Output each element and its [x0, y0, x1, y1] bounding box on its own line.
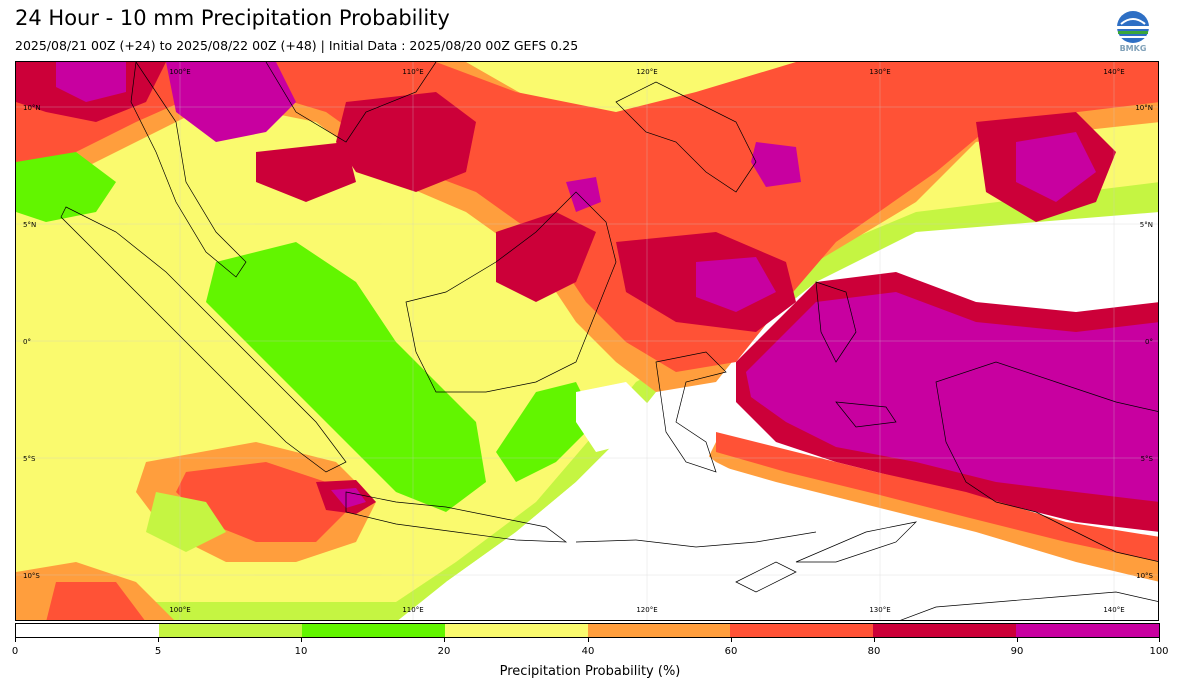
- colorbar-segment: [16, 624, 159, 637]
- lon-label: 110°E: [402, 606, 423, 614]
- lon-label: 130°E: [869, 606, 890, 614]
- colorbar-tick: [588, 638, 589, 642]
- longitude-labels-top: 100°E 110°E 120°E 130°E 140°E: [169, 68, 1124, 76]
- colorbar-segment: [444, 624, 588, 637]
- colorbar-tick: [874, 638, 875, 642]
- colorbar-tick-label: 100: [1149, 646, 1169, 657]
- colorbar-tick-label: 5: [154, 646, 162, 657]
- colorbar-tick: [1017, 638, 1018, 642]
- lat-label: 5°N: [23, 221, 36, 229]
- lon-label: 130°E: [869, 68, 890, 76]
- colorbar-label: Precipitation Probability (%): [499, 664, 681, 679]
- colorbar-segment: [730, 624, 874, 637]
- bmkg-logo-icon: [1117, 11, 1149, 43]
- lon-label: 100°E: [169, 68, 190, 76]
- latitude-labels-right: 10°N 5°N 0° 5°S 10°S: [1135, 104, 1153, 580]
- lon-label: 120°E: [636, 606, 657, 614]
- colorbar-segment: [1016, 624, 1159, 637]
- lat-label: 0°: [23, 338, 31, 346]
- colorbar-tick: [158, 638, 159, 642]
- colorbar-segment: [301, 624, 445, 637]
- colorbar-tick: [444, 638, 445, 642]
- colorbar-segment: [873, 624, 1017, 637]
- lat-label: 5°S: [1141, 455, 1154, 463]
- colorbar-tick-label: 20: [437, 646, 451, 657]
- precipitation-map: 100°E 110°E 120°E 130°E 140°E 100°E 110°…: [15, 61, 1159, 621]
- probability-field: 100°E 110°E 120°E 130°E 140°E 100°E 110°…: [16, 62, 1158, 620]
- colorbar-tick: [1159, 638, 1160, 642]
- lon-label: 140°E: [1103, 606, 1124, 614]
- colorbar-tick: [731, 638, 732, 642]
- lat-label: 5°S: [23, 455, 36, 463]
- probability-colorbar: [15, 623, 1160, 638]
- coastlines: [60, 62, 1158, 620]
- colorbar-tick-label: 80: [867, 646, 881, 657]
- map-subtitle: 2025/08/21 00Z (+24) to 2025/08/22 00Z (…: [15, 38, 579, 53]
- lat-label: 5°N: [1140, 221, 1153, 229]
- colorbar-tick: [301, 638, 302, 642]
- colorbar-tick-label: 40: [581, 646, 595, 657]
- lon-label: 120°E: [636, 68, 657, 76]
- lat-label: 10°N: [1135, 104, 1153, 112]
- colorbar-tick: [15, 638, 16, 642]
- longitude-labels-bottom: 100°E 110°E 120°E 130°E 140°E: [169, 606, 1124, 614]
- latitude-labels-left: 10°N 5°N 0° 5°S 10°S: [23, 104, 41, 580]
- colorbar-ticks: 0 5 10 20 40 60 80 90 100: [11, 638, 1169, 658]
- lat-label: 10°S: [23, 572, 40, 580]
- colorbar-segment: [158, 624, 302, 637]
- lat-label: 0°: [1145, 338, 1153, 346]
- colorbar-segment: [587, 624, 731, 637]
- map-title: 24 Hour - 10 mm Precipitation Probabilit…: [15, 6, 450, 30]
- lon-label: 100°E: [169, 606, 190, 614]
- colorbar-tick-label: 60: [724, 646, 738, 657]
- lon-label: 110°E: [402, 68, 423, 76]
- lat-label: 10°N: [23, 104, 41, 112]
- colorbar-tick-label: 10: [294, 646, 308, 657]
- bmkg-logo-text: BMKG: [1119, 44, 1147, 53]
- colorbar-tick-label: 0: [11, 646, 19, 657]
- lat-label: 10°S: [1136, 572, 1153, 580]
- bmkg-logo: BMKG: [1113, 10, 1153, 56]
- colorbar-tick-label: 90: [1010, 646, 1024, 657]
- lon-label: 140°E: [1103, 68, 1124, 76]
